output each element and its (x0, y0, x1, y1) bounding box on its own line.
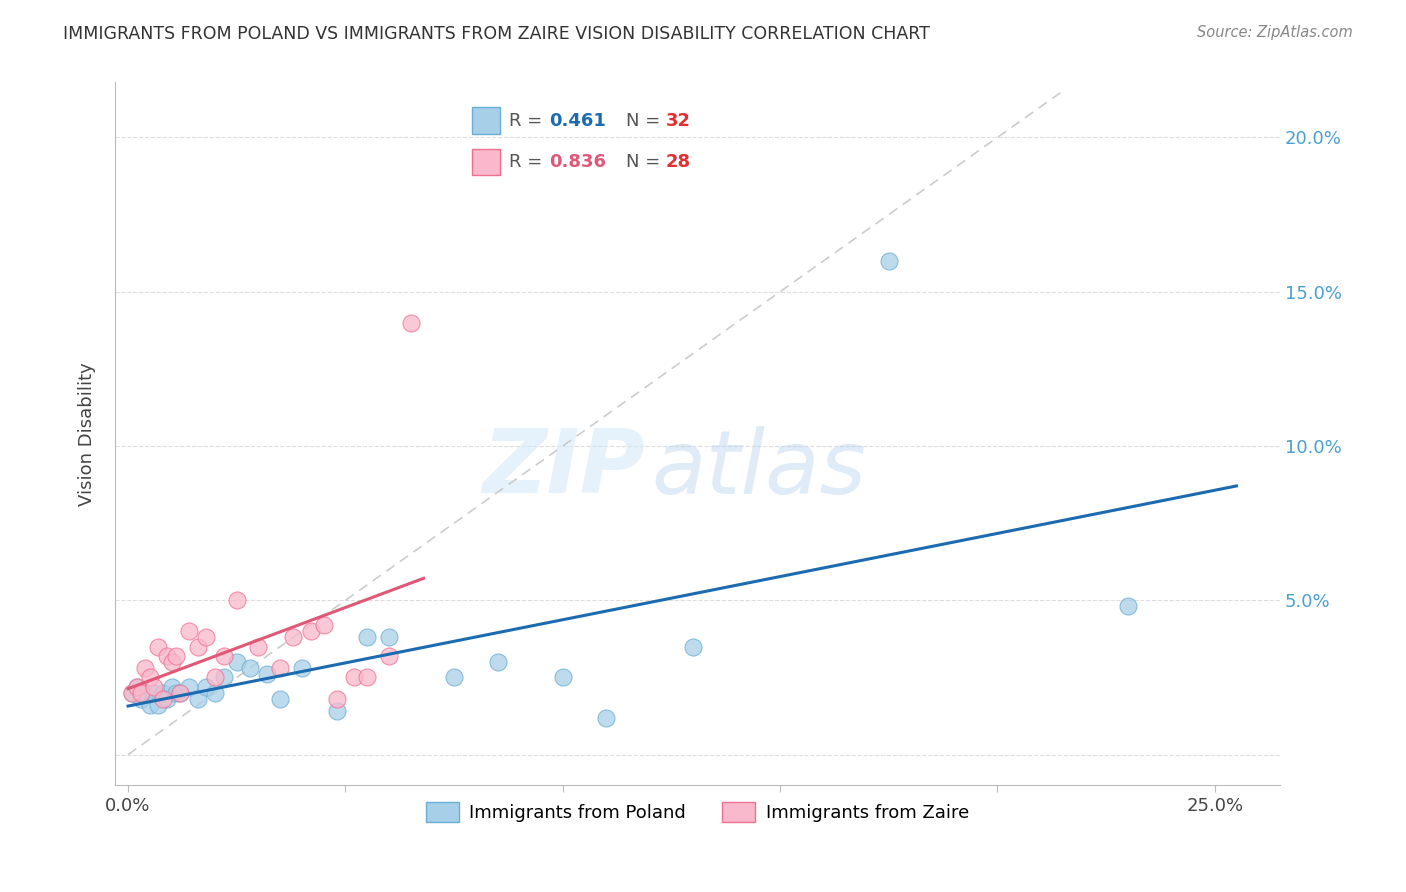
Point (212, 670, 235, 684)
Point (177, 624, 200, 639)
Point (225, 655, 247, 669)
Point (256, 667, 278, 681)
Point (204, 686, 226, 700)
Point (399, 316, 422, 330)
Point (152, 686, 174, 700)
Point (156, 648, 179, 663)
Point (129, 692, 152, 706)
Text: IMMIGRANTS FROM POLAND VS IMMIGRANTS FROM ZAIRE VISION DISABILITY CORRELATION CH: IMMIGRANTS FROM POLAND VS IMMIGRANTS FRO… (63, 25, 931, 43)
Point (283, 631, 305, 645)
Point (356, 670, 378, 684)
Point (165, 686, 187, 700)
Point (239, 661, 262, 675)
Text: Source: ZipAtlas.com: Source: ZipAtlas.com (1197, 25, 1353, 40)
Point (443, 670, 465, 684)
Point (325, 705, 347, 719)
Point (325, 692, 347, 706)
Point (343, 670, 366, 684)
Text: atlas: atlas (651, 425, 866, 512)
Point (148, 698, 170, 713)
Point (165, 648, 187, 663)
Point (160, 680, 183, 694)
Legend: Immigrants from Poland, Immigrants from Zaire: Immigrants from Poland, Immigrants from … (419, 795, 976, 830)
Point (195, 631, 218, 645)
Point (152, 692, 174, 706)
Point (269, 692, 291, 706)
Point (187, 640, 209, 654)
Point (551, 670, 574, 684)
Point (291, 661, 314, 675)
Point (1116, 599, 1139, 614)
Point (169, 686, 191, 700)
Point (139, 670, 162, 684)
Point (378, 631, 401, 645)
Point (312, 618, 335, 632)
Point (595, 710, 617, 724)
Point (177, 680, 200, 694)
Point (160, 655, 183, 669)
Point (486, 655, 509, 669)
Point (247, 640, 270, 654)
Point (378, 648, 401, 663)
Point (269, 661, 291, 675)
Point (134, 661, 156, 675)
Point (204, 670, 226, 684)
Point (125, 680, 148, 694)
Point (156, 692, 179, 706)
Point (129, 686, 152, 700)
Point (212, 648, 235, 663)
Point (121, 686, 143, 700)
Point (134, 686, 156, 700)
Point (169, 686, 191, 700)
Point (148, 640, 170, 654)
Point (299, 624, 322, 639)
Point (143, 680, 166, 694)
Point (143, 686, 166, 700)
Point (125, 680, 148, 694)
Point (195, 680, 218, 694)
Point (356, 631, 378, 645)
Y-axis label: Vision Disability: Vision Disability (79, 362, 96, 506)
Text: ZIP: ZIP (482, 425, 645, 512)
Point (187, 692, 209, 706)
Point (121, 686, 143, 700)
Point (225, 593, 247, 607)
Point (682, 640, 704, 654)
Point (877, 253, 900, 268)
Point (139, 698, 162, 713)
